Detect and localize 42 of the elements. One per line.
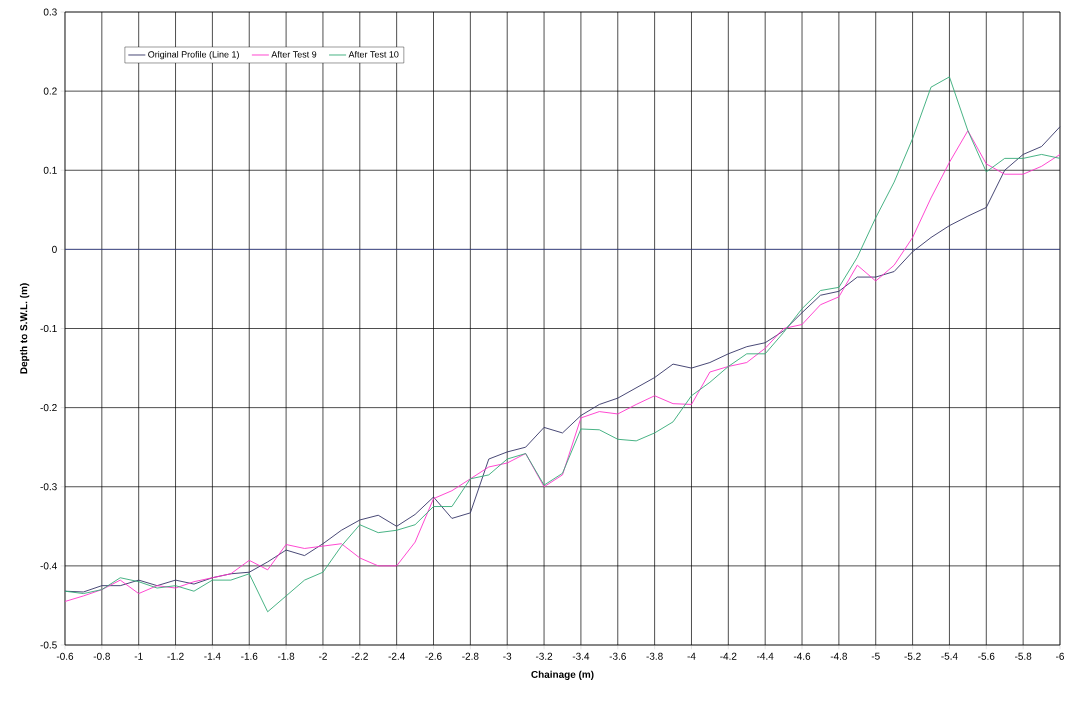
y-tick-label: -0.4 bbox=[40, 562, 57, 570]
x-tick-label: -5.2 bbox=[904, 652, 921, 660]
legend-label: After Test 9 bbox=[271, 51, 317, 58]
y-tick-label: -0.2 bbox=[40, 404, 57, 412]
x-tick-label: -2.4 bbox=[388, 652, 405, 660]
y-tick-label: -0.5 bbox=[40, 641, 57, 649]
y-tick-label: 0.2 bbox=[43, 87, 57, 95]
x-tick-label: -3.4 bbox=[572, 652, 590, 660]
x-tick-label: -5 bbox=[871, 652, 880, 660]
x-tick-label: -4.2 bbox=[720, 652, 737, 660]
x-tick-label: -3 bbox=[503, 652, 512, 660]
x-tick-label: -0.8 bbox=[93, 652, 110, 660]
x-tick-label: -1.6 bbox=[241, 652, 258, 660]
y-axis-title: Depth to S.W.L. (m) bbox=[19, 283, 30, 374]
legend-label: Original Profile (Line 1) bbox=[148, 50, 239, 60]
y-tick-label: 0 bbox=[52, 245, 57, 253]
x-tick-label: -2.8 bbox=[462, 652, 479, 660]
x-tick-label: -4 bbox=[687, 652, 696, 660]
y-tick-label: 0.3 bbox=[43, 8, 57, 16]
x-axis-title: Chainage (m) bbox=[531, 670, 594, 680]
x-tick-label: -4.8 bbox=[830, 652, 848, 660]
legend-label: After Test 10 bbox=[348, 51, 399, 58]
x-tick-label: -2.2 bbox=[351, 652, 368, 660]
x-tick-label: -5.4 bbox=[941, 652, 958, 660]
y-tick-label: -0.1 bbox=[40, 324, 57, 333]
x-tick-label: -1.4 bbox=[204, 652, 221, 660]
x-tick-label: -1 bbox=[134, 652, 143, 660]
x-tick-label: -1.8 bbox=[277, 652, 295, 660]
y-tick-label: 0.1 bbox=[43, 166, 57, 174]
x-tick-label: -4.6 bbox=[793, 652, 811, 660]
x-tick-label: -2.6 bbox=[425, 652, 442, 660]
x-tick-label: -4.4 bbox=[757, 652, 774, 660]
x-tick-label: -6 bbox=[1056, 652, 1064, 660]
x-tick-label: -5.6 bbox=[978, 652, 995, 660]
x-tick-label: -2 bbox=[318, 652, 327, 660]
x-tick-label: -3.6 bbox=[609, 652, 626, 660]
x-tick-label: -3.8 bbox=[646, 652, 663, 660]
y-tick-label: -0.3 bbox=[40, 483, 57, 491]
x-tick-label: -5.8 bbox=[1014, 652, 1032, 660]
x-tick-label: -3.2 bbox=[535, 652, 553, 660]
x-tick-label: -0.6 bbox=[56, 652, 74, 660]
x-tick-label: -1.2 bbox=[167, 652, 184, 660]
